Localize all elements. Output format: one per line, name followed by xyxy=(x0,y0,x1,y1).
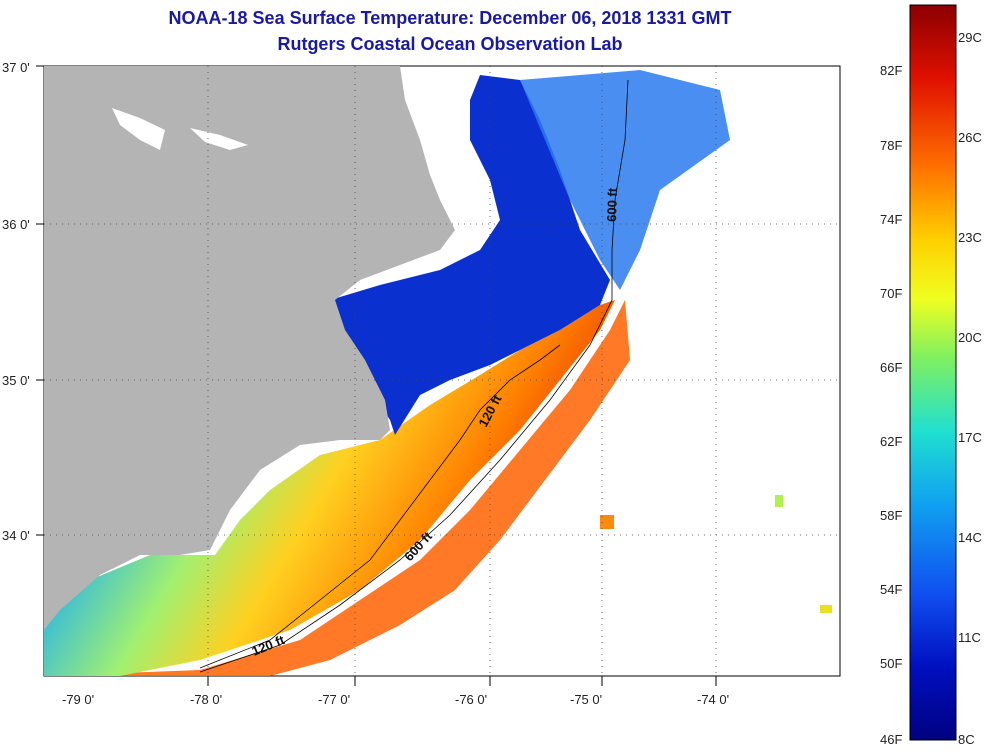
lat-label: 35 0' xyxy=(2,373,30,388)
colorbar-c-label: 23C xyxy=(958,230,982,245)
cold-sound-water xyxy=(330,75,610,435)
isobath-label: 600 ft xyxy=(604,187,620,222)
colorbar-c-label: 29C xyxy=(958,30,982,45)
axis-ticks xyxy=(36,65,717,686)
shelf-water xyxy=(44,300,615,676)
lon-label: -79 0' xyxy=(62,692,94,707)
colorbar-c-label: 17C xyxy=(958,430,982,445)
lake xyxy=(112,108,165,150)
chart-title: NOAA-18 Sea Surface Temperature: Decembe… xyxy=(168,8,732,28)
lat-label: 36 0' xyxy=(2,217,30,232)
colorbar-c-label: 8C xyxy=(958,732,975,747)
colorbar-f-label: 70F xyxy=(880,286,902,301)
lon-label: -76 0' xyxy=(455,692,487,707)
colorbar-f-label: 66F xyxy=(880,360,902,375)
lon-label: -74 0' xyxy=(697,692,729,707)
graticule xyxy=(44,66,840,676)
offshore-cold-patch xyxy=(520,70,730,290)
colorbar-f-label: 58F xyxy=(880,508,902,523)
colorbar-f-label: 54F xyxy=(880,582,902,597)
isobath-600ft xyxy=(199,79,629,673)
land xyxy=(44,66,455,630)
chart-subtitle: Rutgers Coastal Ocean Observation Lab xyxy=(277,34,623,54)
colorbar-c-label: 14C xyxy=(958,530,982,545)
colorbar-f-label: 46F xyxy=(880,732,902,747)
colorbar-c-label: 20C xyxy=(958,330,982,345)
colorbar-f-label: 62F xyxy=(880,434,902,449)
lon-label: -75 0' xyxy=(570,692,602,707)
colorbar-f-label: 82F xyxy=(880,63,902,78)
colorbar-c-label: 26C xyxy=(958,130,982,145)
colorbar-f-label: 50F xyxy=(880,656,902,671)
colorbar xyxy=(909,4,957,741)
lat-label: 37 0' xyxy=(2,60,30,75)
isobath-120ft xyxy=(199,344,561,669)
lake xyxy=(190,128,248,150)
warm-water-band xyxy=(44,300,630,676)
colorbar-c-label: 11C xyxy=(958,630,981,645)
colorbar-f-label: 74F xyxy=(880,212,902,227)
colorbar-f-label: 78F xyxy=(880,138,902,153)
lat-label: 34 0' xyxy=(2,528,30,543)
lon-label: -77 0' xyxy=(318,692,350,707)
lon-label: -78 0' xyxy=(190,692,222,707)
